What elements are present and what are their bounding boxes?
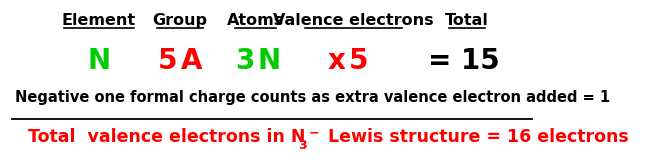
Text: Group: Group — [153, 13, 208, 28]
Text: N: N — [88, 47, 110, 75]
Text: N: N — [258, 47, 281, 75]
Text: A: A — [181, 47, 202, 75]
Text: Atoms: Atoms — [227, 13, 284, 28]
Text: −: − — [309, 126, 319, 139]
Text: Total: Total — [445, 13, 489, 28]
Text: 3: 3 — [235, 47, 254, 75]
Text: Negative one formal charge counts as extra valence electron added = 1: Negative one formal charge counts as ext… — [15, 89, 610, 105]
Text: Valence electrons: Valence electrons — [273, 13, 434, 28]
Text: Element: Element — [62, 13, 136, 28]
Text: Lewis structure = 16 electrons: Lewis structure = 16 electrons — [323, 128, 630, 146]
Text: x: x — [327, 47, 345, 75]
Text: Total  valence electrons in N: Total valence electrons in N — [29, 128, 306, 146]
Text: 5: 5 — [349, 47, 369, 75]
Text: 3: 3 — [298, 139, 307, 152]
Text: = 15: = 15 — [428, 47, 500, 75]
Text: 5: 5 — [158, 47, 177, 75]
